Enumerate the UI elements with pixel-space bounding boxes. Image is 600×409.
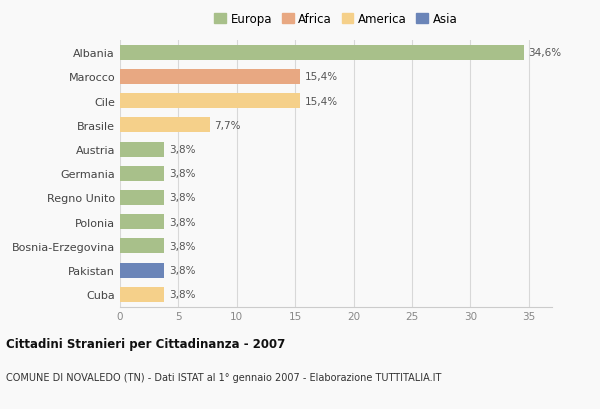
- Bar: [120, 215, 164, 230]
- Text: COMUNE DI NOVALEDO (TN) - Dati ISTAT al 1° gennaio 2007 - Elaborazione TUTTITALI: COMUNE DI NOVALEDO (TN) - Dati ISTAT al …: [6, 372, 442, 382]
- Text: 3,8%: 3,8%: [169, 145, 196, 155]
- Text: 34,6%: 34,6%: [529, 48, 562, 58]
- Bar: [120, 166, 164, 181]
- Bar: [120, 45, 524, 61]
- Bar: [120, 94, 300, 109]
- Text: 15,4%: 15,4%: [304, 72, 338, 82]
- Legend: Europa, Africa, America, Asia: Europa, Africa, America, Asia: [211, 10, 461, 30]
- Text: 3,8%: 3,8%: [169, 217, 196, 227]
- Text: 7,7%: 7,7%: [215, 121, 241, 130]
- Text: 3,8%: 3,8%: [169, 241, 196, 251]
- Bar: [120, 287, 164, 302]
- Text: 3,8%: 3,8%: [169, 265, 196, 276]
- Text: 3,8%: 3,8%: [169, 193, 196, 203]
- Bar: [120, 191, 164, 205]
- Text: 15,4%: 15,4%: [304, 97, 338, 106]
- Text: 3,8%: 3,8%: [169, 169, 196, 179]
- Bar: [120, 263, 164, 278]
- Bar: [120, 118, 210, 133]
- Text: Cittadini Stranieri per Cittadinanza - 2007: Cittadini Stranieri per Cittadinanza - 2…: [6, 337, 285, 351]
- Bar: [120, 239, 164, 254]
- Text: 3,8%: 3,8%: [169, 290, 196, 300]
- Bar: [120, 70, 300, 85]
- Bar: [120, 142, 164, 157]
